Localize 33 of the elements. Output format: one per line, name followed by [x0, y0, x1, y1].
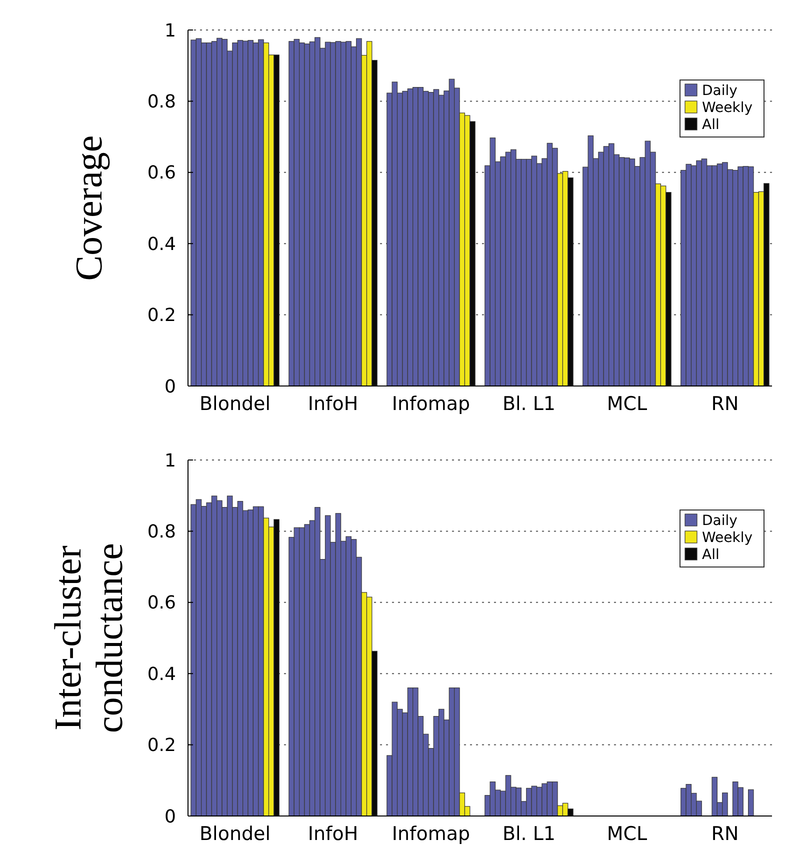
x-tick-label: Infomap: [392, 823, 470, 845]
legend-label: Weekly: [702, 100, 753, 116]
x-tick-label: RN: [711, 393, 739, 415]
legend-label: All: [702, 546, 720, 563]
y-tick-label: 0.6: [147, 592, 176, 614]
x-tick-label: MCL: [606, 393, 648, 415]
bar: [748, 789, 754, 816]
y-tick-label: 0: [164, 806, 176, 828]
legend-label: Weekly: [702, 530, 753, 546]
x-tick-label: RN: [711, 823, 739, 845]
legend-label: All: [702, 116, 720, 133]
x-tick-label: Bl. L1: [502, 393, 556, 415]
y-tick-label: 0.6: [147, 162, 176, 184]
x-tick-label: Bl. L1: [502, 823, 556, 845]
legend-label: Daily: [702, 512, 738, 529]
y-tick-label: 1: [164, 450, 176, 472]
y-tick-label: 0.2: [147, 305, 176, 326]
y-tick-label: 0.4: [147, 664, 176, 685]
y-tick-label: 0.2: [147, 735, 176, 756]
x-tick-label: InfoH: [308, 393, 358, 415]
y-tick-label: 0.8: [147, 92, 176, 112]
y-tick-label: 1: [164, 20, 176, 42]
legend-label: Daily: [702, 82, 738, 99]
x-tick-label: InfoH: [308, 823, 358, 845]
y-tick-label: 0.8: [147, 522, 176, 542]
y-tick-label: 0: [164, 376, 176, 398]
y-tick-label: 0.4: [147, 234, 176, 255]
x-tick-label: Blondel: [200, 823, 271, 845]
y-axis-title: Coverage: [68, 135, 110, 281]
x-tick-label: MCL: [606, 823, 648, 845]
x-tick-label: Blondel: [200, 393, 271, 415]
x-tick-label: Infomap: [392, 393, 470, 415]
y-axis-title: Inter-cluster conductance: [47, 543, 132, 733]
